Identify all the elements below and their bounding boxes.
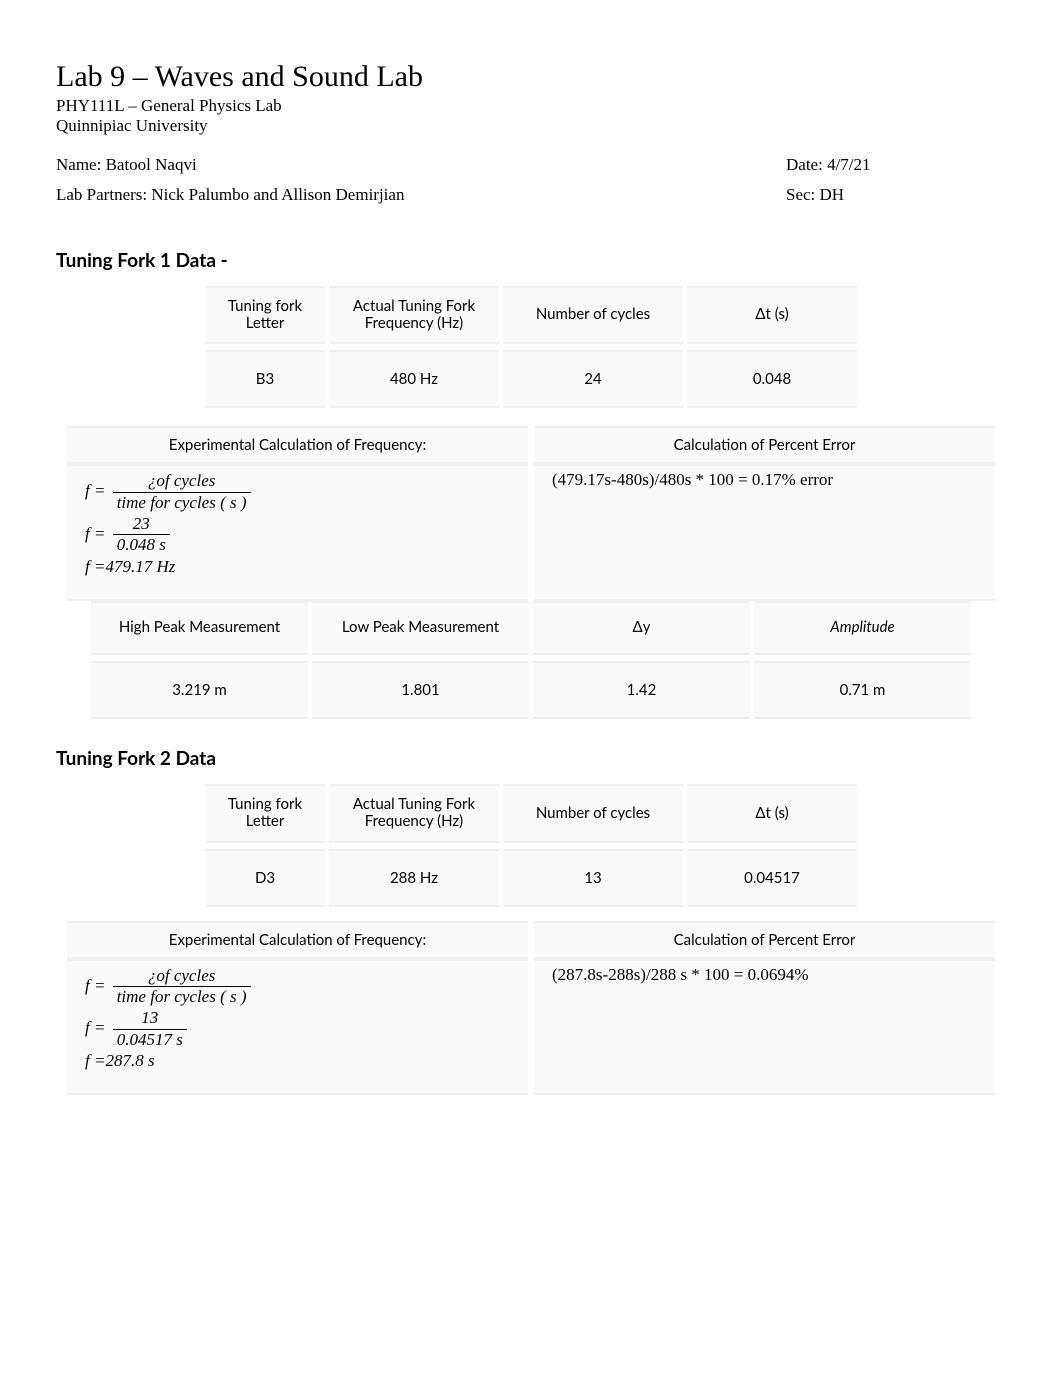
col-dt: Δt (s) — [687, 784, 857, 843]
col-letter: Tuning fork Letter — [205, 784, 325, 843]
cell-letter: D3 — [205, 849, 325, 907]
fork1-peak-table: High Peak Measurement Low Peak Measureme… — [87, 601, 975, 719]
date-field: Date: 4/7/21 — [786, 155, 1006, 175]
name-field: Name: Batool Naqvi — [56, 155, 197, 175]
fork1-heading: Tuning Fork 1 Data - — [56, 249, 1006, 272]
value-denominator: 0.04517 s — [113, 1030, 187, 1050]
calc-left-header: Experimental Calculation of Frequency: — [67, 426, 528, 464]
partners-field: Lab Partners: Nick Palumbo and Allison D… — [56, 185, 404, 205]
section-field: Sec: DH — [786, 185, 1006, 205]
cell-dt: 0.048 — [687, 350, 857, 408]
formula-numerator: ¿of cycles — [113, 967, 251, 988]
cell-high-peak: 3.219 m — [91, 661, 308, 719]
cell-dy: 1.42 — [533, 661, 750, 719]
value-denominator: 0.048 s — [113, 535, 170, 555]
col-dy: Δy — [533, 601, 750, 655]
col-letter: Tuning fork Letter — [205, 286, 325, 345]
fork2-heading: Tuning Fork 2 Data — [56, 747, 1006, 770]
fork1-calc-table: Experimental Calculation of Frequency: C… — [61, 426, 1001, 601]
fork2-percent-error: (287.8s-288s)/288 s * 100 = 0.0694% — [534, 959, 995, 1096]
f-equals: f = — [85, 1051, 105, 1070]
fork1-percent-error: (479.17s-480s)/480s * 100 = 0.17% error — [534, 464, 995, 601]
calc-right-header: Calculation of Percent Error — [534, 426, 995, 464]
fork2-data-table: Tuning fork Letter Actual Tuning Fork Fr… — [201, 784, 861, 907]
table-row: D3 288 Hz 13 0.04517 — [205, 849, 857, 907]
f-equals: f = — [85, 481, 105, 500]
cell-freq: 480 Hz — [329, 350, 499, 408]
formula-denominator: time for cycles ( s ) — [113, 493, 251, 513]
f-equals: f = — [85, 976, 105, 995]
col-freq: Actual Tuning Fork Frequency (Hz) — [329, 286, 499, 345]
formula-denominator: time for cycles ( s ) — [113, 987, 251, 1007]
table-header-row: Tuning fork Letter Actual Tuning Fork Fr… — [205, 286, 857, 345]
col-low-peak: Low Peak Measurement — [312, 601, 529, 655]
name-date-row: Name: Batool Naqvi Date: 4/7/21 — [56, 155, 1006, 175]
course-line: PHY111L – General Physics Lab — [56, 96, 1006, 116]
cell-amplitude: 0.71 m — [754, 661, 971, 719]
cell-low-peak: 1.801 — [312, 661, 529, 719]
col-amplitude: Amplitude — [754, 601, 971, 655]
fork1-formula-cell: f = ¿of cycles time for cycles ( s ) f =… — [67, 464, 528, 601]
calc-left-header: Experimental Calculation of Frequency: — [67, 921, 528, 959]
col-cycles: Number of cycles — [503, 286, 683, 345]
f-equals: f = — [85, 557, 105, 576]
calc-right-header: Calculation of Percent Error — [534, 921, 995, 959]
table-row: B3 480 Hz 24 0.048 — [205, 350, 857, 408]
cell-freq: 288 Hz — [329, 849, 499, 907]
university-line: Quinnipiac University — [56, 116, 1006, 136]
fork1-data-table: Tuning fork Letter Actual Tuning Fork Fr… — [201, 286, 861, 409]
cell-cycles: 13 — [503, 849, 683, 907]
freq-result: 479.17 Hz — [105, 557, 175, 576]
col-dt: Δt (s) — [687, 286, 857, 345]
page: Lab 9 – Waves and Sound Lab PHY111L – Ge… — [0, 0, 1062, 1135]
value-numerator: 13 — [113, 1009, 187, 1030]
col-high-peak: High Peak Measurement — [91, 601, 308, 655]
table-header-row: Tuning fork Letter Actual Tuning Fork Fr… — [205, 784, 857, 843]
table-header-row: High Peak Measurement Low Peak Measureme… — [91, 601, 971, 655]
cell-dt: 0.04517 — [687, 849, 857, 907]
col-cycles: Number of cycles — [503, 784, 683, 843]
fork2-calc-table: Experimental Calculation of Frequency: C… — [61, 921, 1001, 1096]
cell-letter: B3 — [205, 350, 325, 408]
f-equals: f = — [85, 1018, 105, 1037]
value-numerator: 23 — [113, 515, 170, 536]
lab-title: Lab 9 – Waves and Sound Lab — [56, 60, 1006, 94]
formula-numerator: ¿of cycles — [113, 472, 251, 493]
freq-result: 287.8 s — [105, 1051, 154, 1070]
col-freq: Actual Tuning Fork Frequency (Hz) — [329, 784, 499, 843]
fork2-formula-cell: f = ¿of cycles time for cycles ( s ) f =… — [67, 959, 528, 1096]
f-equals: f = — [85, 524, 105, 543]
cell-cycles: 24 — [503, 350, 683, 408]
table-row: 3.219 m 1.801 1.42 0.71 m — [91, 661, 971, 719]
partners-sec-row: Lab Partners: Nick Palumbo and Allison D… — [56, 185, 1006, 205]
